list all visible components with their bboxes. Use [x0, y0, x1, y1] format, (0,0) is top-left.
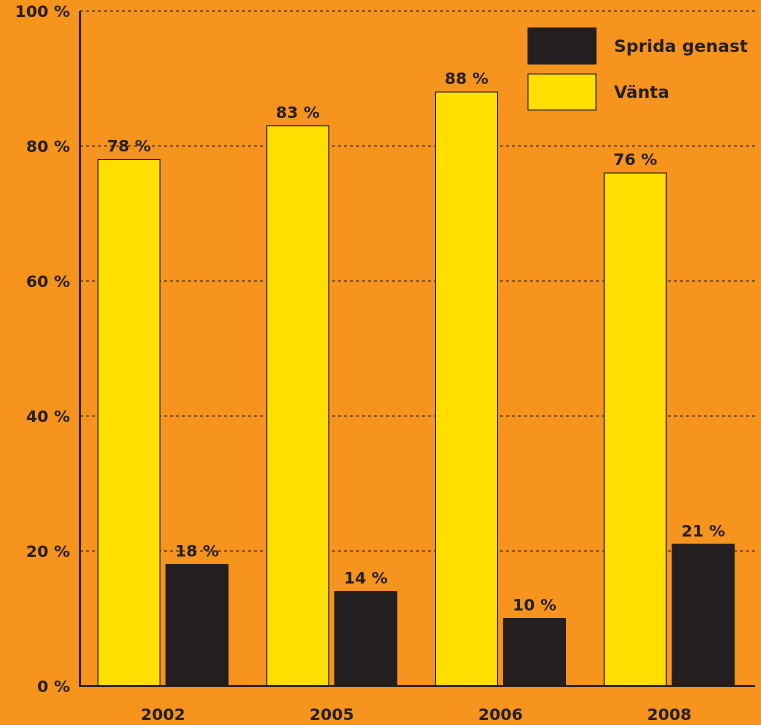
data-label-sprida-2005: 14 % — [344, 569, 388, 588]
x-tick-label-2005: 2005 — [309, 705, 354, 724]
data-label-vanta-2002: 78 % — [107, 137, 151, 156]
data-label-vanta-2005: 83 % — [276, 103, 320, 122]
y-tick-label-0: 0 % — [37, 677, 70, 696]
legend-swatch-sprida — [527, 27, 597, 65]
data-label-vanta-2008: 76 % — [613, 150, 657, 169]
bar-vanta-2005 — [266, 125, 330, 687]
bar-vanta-2002 — [97, 159, 161, 687]
data-label-sprida-2008: 21 % — [681, 521, 725, 540]
legend-label-sprida: Sprida genast — [614, 37, 748, 57]
y-tick-label-80: 80 % — [26, 137, 70, 156]
legend: Sprida genast Vänta — [527, 27, 748, 111]
bar-sprida-2006 — [503, 618, 566, 687]
data-labels: 78 % 18 % 83 % 14 % 88 % 10 % 76 % 21 % — [107, 69, 725, 615]
gridlines — [80, 10, 755, 552]
bar-sprida-2008 — [671, 543, 735, 687]
legend-label-vanta: Vänta — [614, 83, 669, 103]
y-tick-label-40: 40 % — [26, 407, 70, 426]
y-tick-label-60: 60 % — [26, 272, 70, 291]
bar-vanta-2006 — [435, 91, 498, 687]
bar-sprida-2002 — [165, 564, 229, 687]
y-tick-label-20: 20 % — [26, 542, 70, 561]
y-axis-ticks: 0 % 20 % 40 % 60 % 80 % 100 % — [15, 2, 70, 696]
x-tick-label-2002: 2002 — [141, 705, 186, 724]
legend-swatch-vanta — [527, 73, 597, 111]
axes — [79, 11, 755, 687]
x-tick-label-2006: 2006 — [478, 705, 523, 724]
bar-sprida-2005 — [334, 591, 398, 687]
bar-vanta-2008 — [603, 172, 667, 687]
data-label-vanta-2006: 88 % — [445, 69, 489, 88]
bars — [97, 91, 735, 687]
y-tick-label-100: 100 % — [15, 2, 70, 21]
data-label-sprida-2006: 10 % — [513, 596, 557, 615]
x-axis-ticks: 2002 2005 2006 2008 — [141, 705, 692, 724]
data-label-sprida-2002: 18 % — [175, 542, 219, 561]
x-tick-label-2008: 2008 — [647, 705, 692, 724]
